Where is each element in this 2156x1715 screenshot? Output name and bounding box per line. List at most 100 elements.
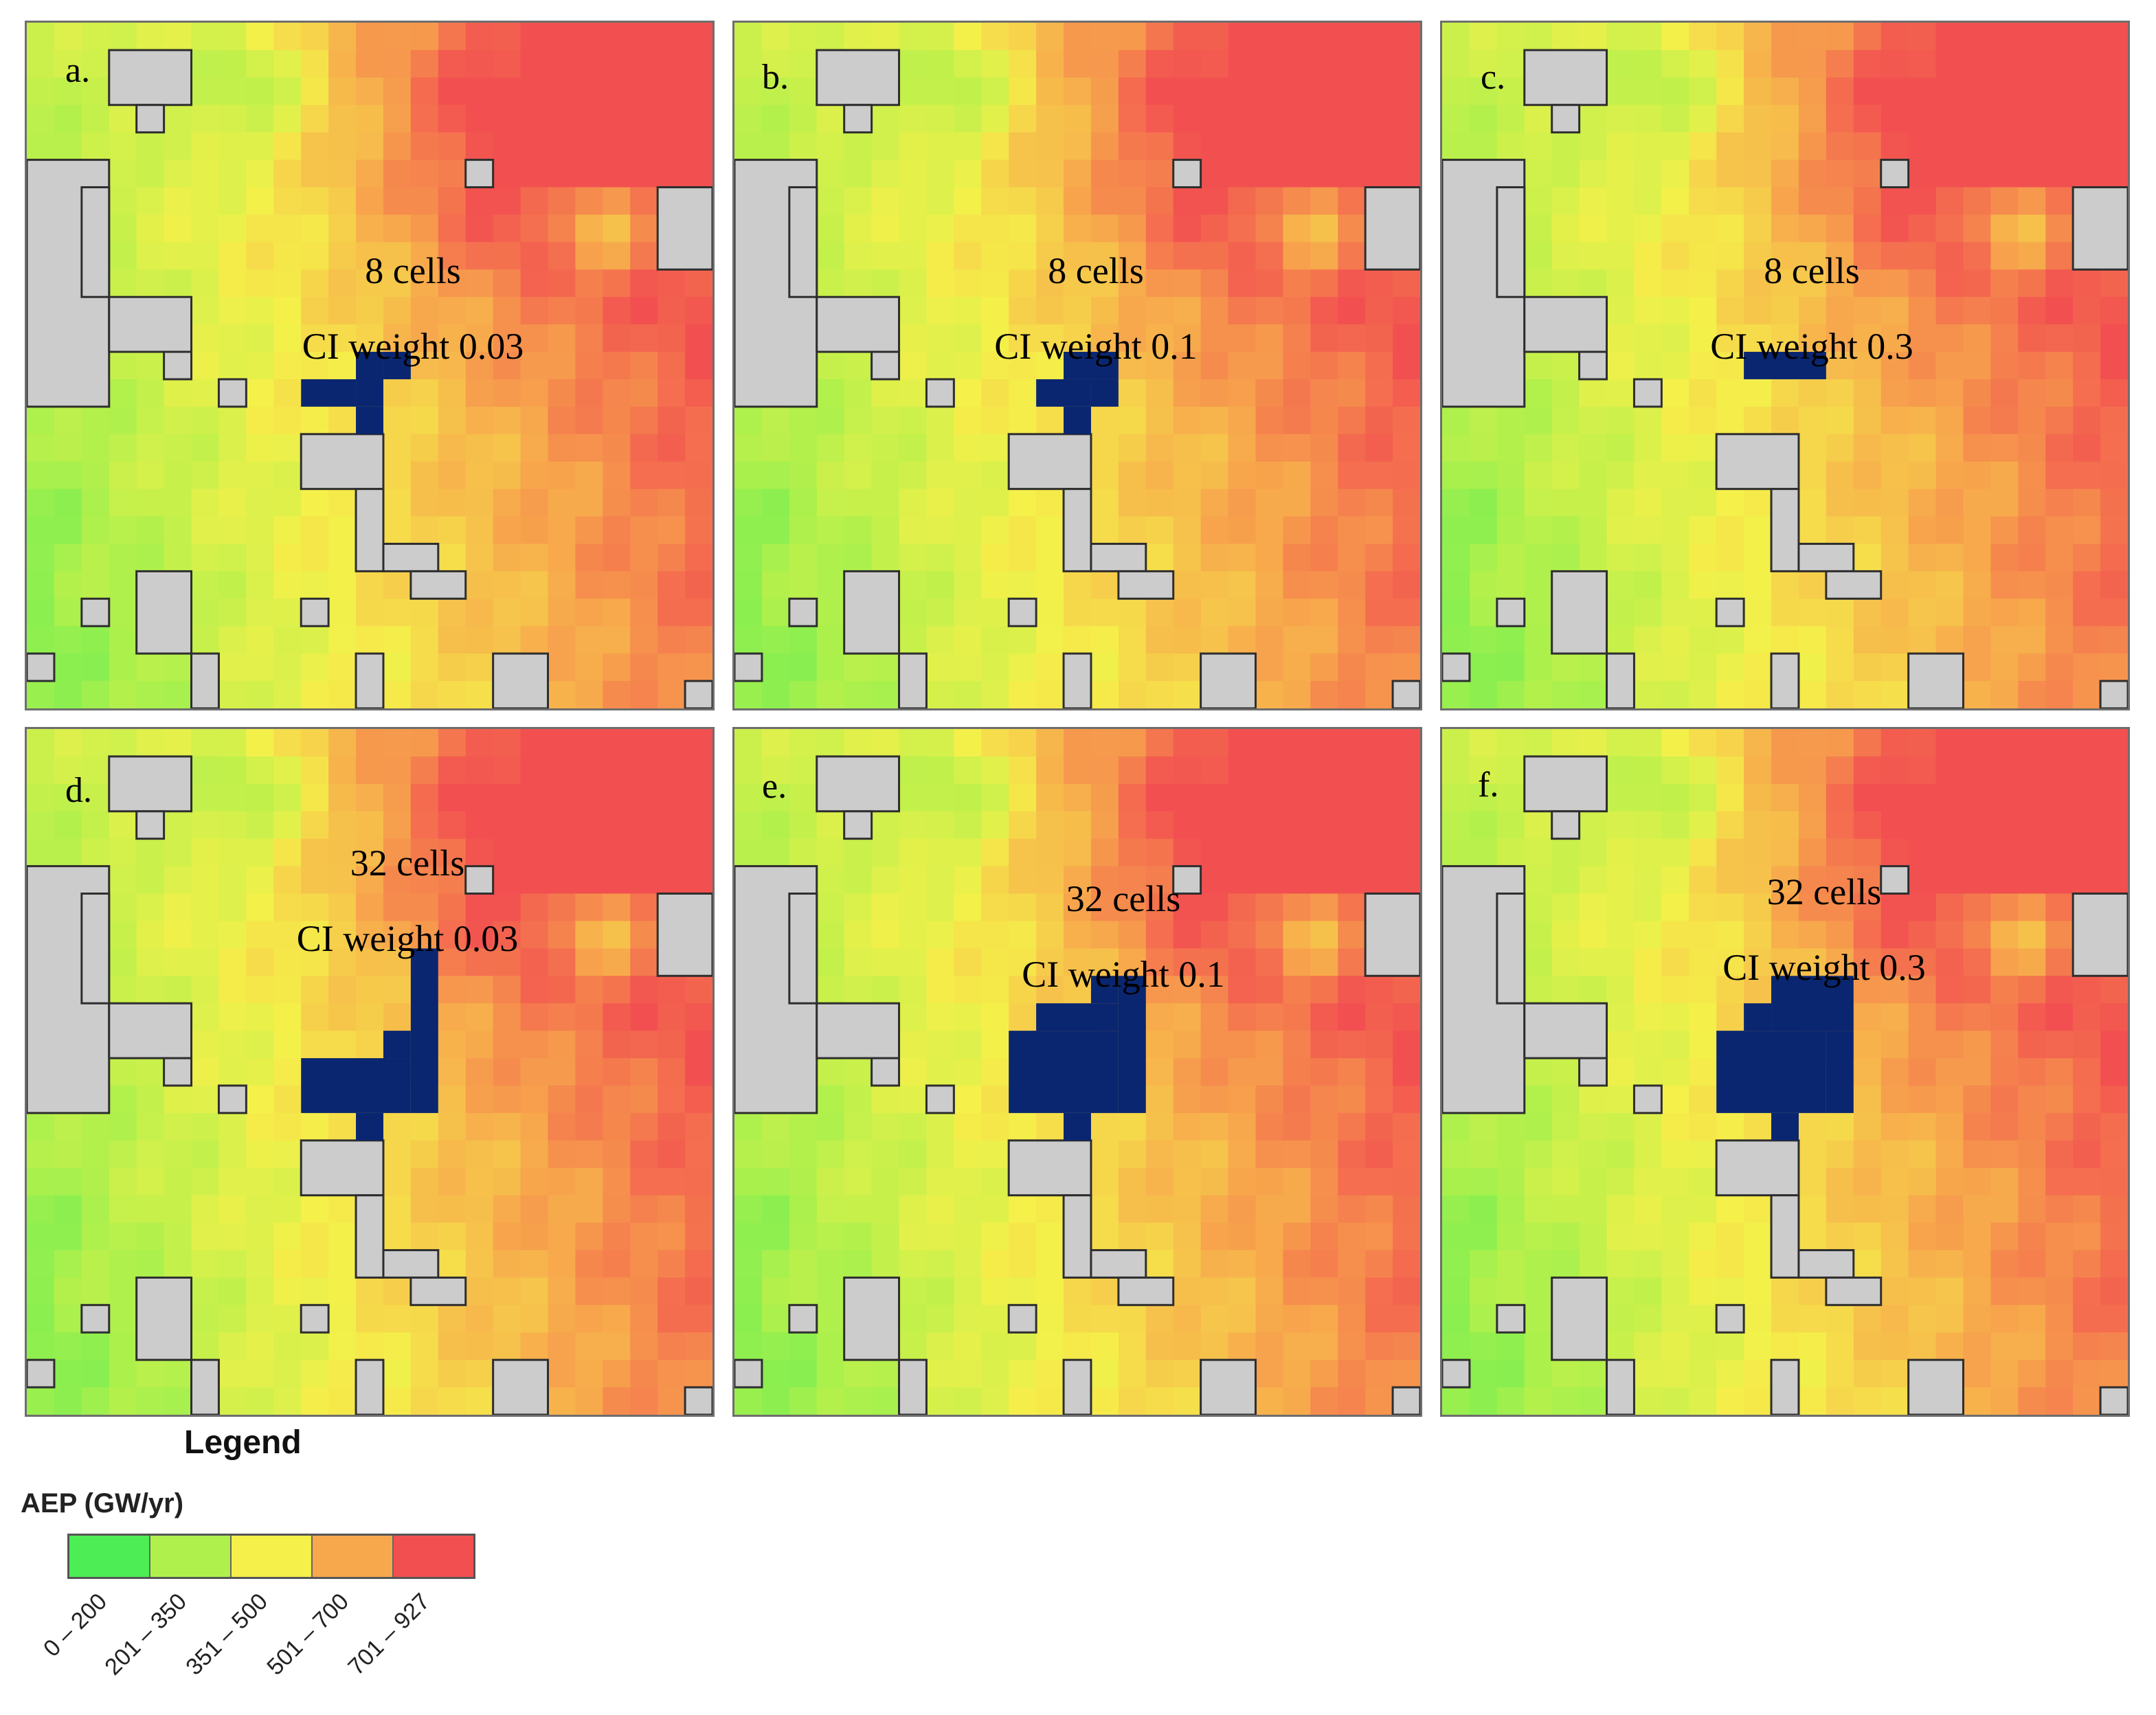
aep-cell — [1255, 104, 1283, 133]
aep-cell — [761, 811, 790, 840]
aep-cell — [1524, 23, 1553, 51]
aep-cell — [1524, 406, 1553, 435]
aep-cell — [465, 516, 494, 545]
aep-cell — [603, 104, 631, 133]
aep-cell — [1036, 571, 1064, 599]
aep-cell — [218, 49, 247, 78]
aep-cell — [899, 379, 928, 407]
excluded-area — [1391, 680, 1420, 708]
aep-cell — [1310, 1360, 1338, 1388]
aep-cell — [685, 976, 712, 1004]
aep-cell — [1908, 1332, 1937, 1360]
aep-cell — [1118, 187, 1147, 216]
aep-cell — [1908, 598, 1937, 627]
aep-cell — [136, 921, 165, 949]
aep-cell — [1442, 23, 1470, 51]
aep-cell — [981, 104, 1009, 133]
aep-cell — [1365, 543, 1393, 572]
aep-cell — [603, 756, 631, 785]
aep-cell — [844, 1195, 873, 1224]
aep-cell — [734, 489, 763, 517]
aep-cell — [1338, 1222, 1366, 1251]
excluded-area — [1551, 1276, 1608, 1361]
aep-cell — [1173, 406, 1202, 435]
aep-cell — [1853, 379, 1882, 407]
aep-cell — [1963, 921, 1991, 949]
aep-cell — [520, 214, 549, 243]
aep-cell — [1310, 626, 1338, 654]
aep-cell — [301, 866, 329, 895]
aep-cell — [1606, 626, 1635, 654]
aep-cell — [1283, 1277, 1311, 1305]
aep-cell — [603, 976, 631, 1004]
aep-cell — [1365, 783, 1393, 812]
aep-cell — [575, 1305, 603, 1333]
aep-cell — [816, 571, 845, 599]
aep-cell — [246, 948, 274, 976]
aep-cell — [218, 811, 247, 840]
aep-cell — [1442, 811, 1470, 840]
aep-cell — [1200, 1195, 1229, 1224]
aep-cell — [658, 23, 686, 51]
aep-cell — [1716, 1195, 1744, 1224]
aep-cell — [658, 516, 686, 545]
aep-cell — [81, 1140, 110, 1169]
aep-cell — [816, 1140, 845, 1169]
panel-cell-count: 8 cells — [1048, 250, 1144, 291]
aep-cell — [1173, 1140, 1202, 1169]
excluded-area — [1770, 488, 1800, 572]
aep-cell — [1579, 1250, 1608, 1278]
aep-cell — [109, 434, 137, 462]
aep-cell — [1118, 297, 1147, 325]
aep-cell — [438, 653, 467, 682]
excluded-area — [1007, 597, 1037, 627]
aep-cell — [2100, 406, 2128, 435]
aep-cell — [438, 811, 467, 840]
aep-cell — [1393, 269, 1420, 298]
excluded-area — [1117, 1276, 1175, 1306]
aep-cell — [1145, 324, 1174, 352]
aep-cell — [1118, 948, 1147, 976]
aep-cell — [1689, 948, 1717, 976]
aep-cell — [1908, 1058, 1937, 1086]
aep-cell — [1283, 1167, 1311, 1196]
aep-cell — [493, 543, 521, 572]
aep-cell — [1963, 187, 1991, 216]
aep-cell — [2073, 269, 2101, 298]
aep-cell — [548, 1031, 576, 1059]
aep-cell — [301, 406, 329, 435]
aep-cell — [1469, 516, 1498, 545]
aep-cell — [603, 132, 631, 161]
aep-cell — [1228, 49, 1257, 78]
aep-cell — [383, 866, 412, 895]
aep-cell — [1744, 77, 1772, 106]
aep-cell — [1634, 729, 1662, 757]
aep-cell — [109, 1058, 137, 1086]
aep-cell — [658, 489, 686, 517]
aep-cell — [899, 461, 928, 490]
aep-cell — [1853, 756, 1882, 785]
excluded-area — [843, 1276, 901, 1361]
aep-cell — [1744, 489, 1772, 517]
aep-cell — [816, 866, 845, 895]
aep-cell — [465, 598, 494, 627]
aep-cell — [1990, 921, 2019, 949]
aep-cell — [2073, 1167, 2101, 1196]
aep-cell — [816, 1058, 845, 1086]
aep-cell — [926, 1112, 954, 1141]
aep-cell — [899, 1250, 928, 1278]
aep-cell — [899, 598, 928, 627]
aep-cell — [1496, 516, 1525, 545]
aep-cell — [2100, 489, 2128, 517]
aep-cell — [164, 1167, 192, 1196]
aep-cell — [1826, 434, 1854, 462]
aep-cell — [438, 516, 467, 545]
aep-cell — [54, 132, 82, 161]
aep-cell — [871, 681, 900, 708]
aep-cell — [1255, 406, 1283, 435]
aep-cell — [1283, 681, 1311, 708]
aep-cell — [1036, 756, 1064, 785]
aep-cell — [981, 1058, 1009, 1086]
aep-cell — [1935, 1031, 1964, 1059]
aep-cell — [1365, 811, 1393, 840]
